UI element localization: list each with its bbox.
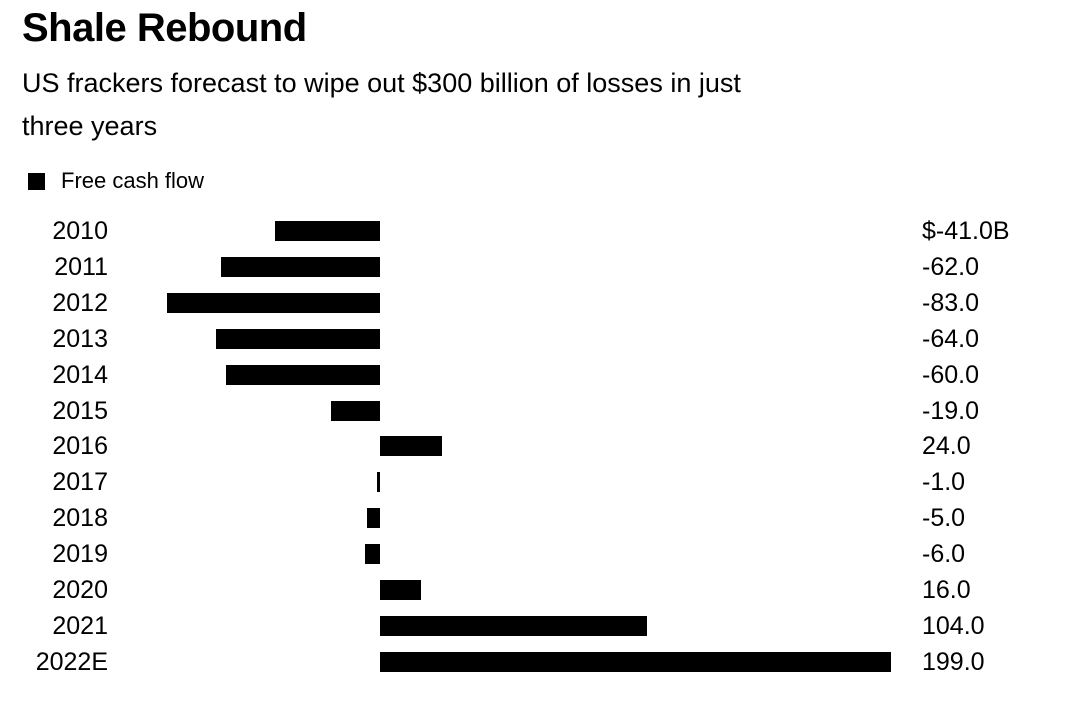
year-label: 2013 xyxy=(52,324,108,353)
legend-swatch-icon xyxy=(28,172,45,190)
year-label: 2022E xyxy=(35,647,108,676)
chart-row: 2021 104.0 xyxy=(0,608,1068,644)
bar xyxy=(215,328,380,349)
bar xyxy=(380,436,442,457)
chart-row: 2019 -6.0 xyxy=(0,536,1068,572)
bar xyxy=(274,221,380,241)
chart-row: 2017 -1.0 xyxy=(0,464,1068,500)
bar xyxy=(364,544,380,565)
chart-row: 2011 -62.0 xyxy=(0,249,1068,285)
chart-row: 2020 16.0 xyxy=(0,572,1068,608)
chart-title: Shale Rebound xyxy=(22,6,307,50)
value-label: $-41.0B xyxy=(922,217,1010,245)
value-label: -62.0 xyxy=(922,252,979,281)
bar xyxy=(380,580,422,600)
chart-row: 2012 -83.0 xyxy=(0,285,1068,321)
year-label: 2020 xyxy=(52,576,108,604)
value-label: -64.0 xyxy=(922,324,979,353)
chart-row: 2010 $-41.0B xyxy=(0,213,1068,249)
chart-row: 2018 -5.0 xyxy=(0,500,1068,536)
value-label: -60.0 xyxy=(922,360,979,389)
bar xyxy=(225,364,380,385)
value-label: 24.0 xyxy=(922,432,971,461)
chart-row: 2022E 199.0 xyxy=(0,644,1068,680)
chart-row: 2015 -19.0 xyxy=(0,393,1068,429)
chart-subtitle-line-2: three years xyxy=(22,111,158,141)
year-label: 2014 xyxy=(52,360,108,389)
chart-subtitle-line-1: US frackers forecast to wipe out $300 bi… xyxy=(22,68,741,98)
year-label: 2016 xyxy=(52,432,108,461)
value-label: -6.0 xyxy=(922,540,966,569)
year-label: 2018 xyxy=(52,504,108,533)
value-label: 16.0 xyxy=(922,576,971,604)
bar xyxy=(331,400,380,421)
bar xyxy=(166,292,380,313)
value-label: -5.0 xyxy=(922,504,966,533)
bar xyxy=(380,615,648,636)
value-label: 104.0 xyxy=(922,611,985,640)
value-label: 199.0 xyxy=(922,647,985,676)
year-label: 2017 xyxy=(52,468,108,497)
year-label: 2021 xyxy=(52,611,108,640)
chart-row: 2016 24.0 xyxy=(0,428,1068,464)
legend: Free cash flow xyxy=(28,170,204,192)
bar xyxy=(380,651,892,672)
bar xyxy=(220,256,380,277)
value-label: -1.0 xyxy=(922,468,966,497)
year-label: 2012 xyxy=(52,288,108,317)
chart-row: 2014 -60.0 xyxy=(0,357,1068,393)
year-label: 2010 xyxy=(52,217,108,245)
legend-label: Free cash flow xyxy=(61,168,205,193)
chart-subtitle: US frackers forecast to wipe out $300 bi… xyxy=(22,62,741,148)
chart-row: 2013 -64.0 xyxy=(0,321,1068,357)
value-label: -83.0 xyxy=(922,288,979,317)
bar xyxy=(377,472,380,493)
year-label: 2015 xyxy=(52,396,108,425)
value-label: -19.0 xyxy=(922,396,979,425)
bar xyxy=(367,508,380,529)
year-label: 2011 xyxy=(54,252,108,281)
year-label: 2019 xyxy=(52,540,108,569)
